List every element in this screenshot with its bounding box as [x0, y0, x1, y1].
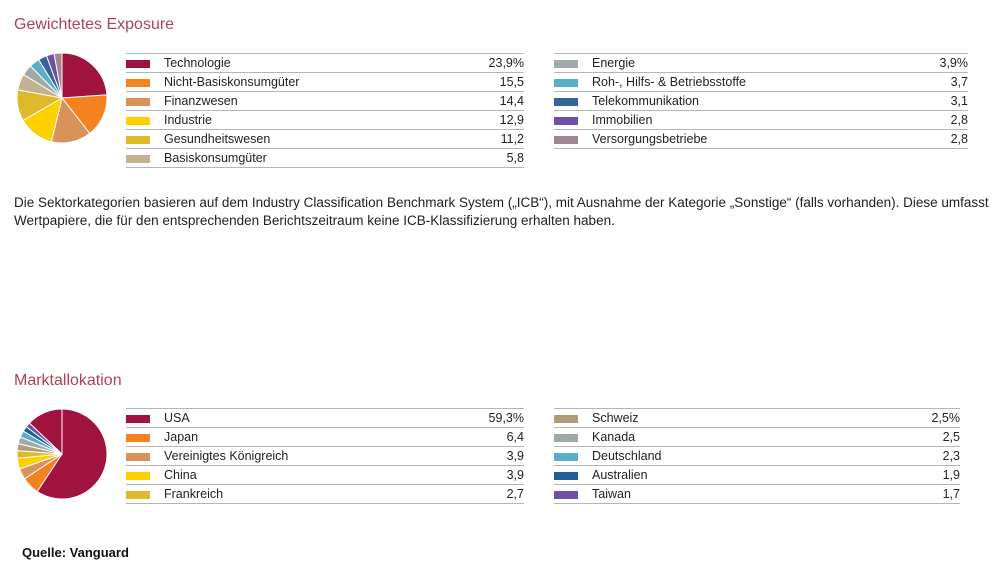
- icb-footnote: Die Sektorkategorien basieren auf dem In…: [14, 195, 989, 228]
- sector-legend-row: Nicht-Basiskonsumgüter 15,5: [126, 72, 524, 92]
- market-legend-label: Schweiz: [592, 411, 639, 425]
- market-legend-swatch: [554, 414, 578, 423]
- sector-legend-row: Finanzwesen 14,4: [126, 91, 524, 111]
- market-slice-rest: [28, 408, 63, 456]
- sector-legend-swatch: [554, 59, 578, 68]
- source-label: Quelle: Vanguard: [22, 545, 129, 560]
- sector-legend-value: 11,2: [500, 132, 524, 146]
- sector-legend-label: Roh-, Hilfs- & Betriebsstoffe: [592, 75, 746, 89]
- market-legend-row: Taiwan 1,7: [554, 484, 960, 504]
- sector-legend-swatch: [126, 116, 150, 125]
- market-legend-value: 6,4: [506, 430, 524, 444]
- market-legend-swatch: [126, 433, 150, 442]
- market-legend-swatch: [126, 414, 150, 423]
- sector-legend-swatch: [126, 135, 150, 144]
- sector-legend-row: Technologie 23,9%: [126, 53, 524, 73]
- sector-pie-chart: [16, 52, 108, 144]
- market-legend-label: Deutschland: [592, 449, 662, 463]
- sector-legend-value: 15,5: [499, 75, 524, 89]
- sector-legend-row: Roh-, Hilfs- & Betriebsstoffe 3,7: [554, 72, 968, 92]
- market-legend-label: USA: [164, 411, 190, 425]
- sector-legend-label: Technologie: [164, 56, 231, 70]
- market-legend-value: 2,7: [506, 487, 524, 501]
- sector-legend-label: Industrie: [164, 113, 212, 127]
- market-legend-row: Vereinigtes Königreich 3,9: [126, 446, 524, 466]
- sector-legend-row: Basiskonsumgüter 5,8: [126, 148, 524, 168]
- sector-legend-swatch: [554, 135, 578, 144]
- market-legend-right: Schweiz 2,5% Kanada 2,5 Deutschland 2,3 Austra…: [554, 408, 960, 504]
- market-legend-swatch: [126, 490, 150, 499]
- sector-legend-label: Finanzwesen: [164, 94, 238, 108]
- sector-chart-title: Gewichtetes Exposure: [14, 16, 175, 33]
- market-legend-label: Japan: [164, 430, 199, 444]
- market-legend-swatch: [554, 490, 578, 499]
- sector-slice-versorgungsbetriebe: [53, 52, 63, 99]
- market-legend-swatch: [554, 433, 578, 442]
- sector-legend-value: 12,9: [499, 113, 524, 127]
- sector-legend-value: 2,8: [950, 113, 968, 127]
- market-legend-value: 2,5%: [931, 411, 961, 425]
- market-legend-row: Australien 1,9: [554, 465, 960, 485]
- sector-legend-value: 2,8: [950, 132, 968, 146]
- market-legend-label: China: [164, 468, 197, 482]
- sector-legend-label: Energie: [592, 56, 636, 70]
- sector-legend-label: Versorgungsbetriebe: [592, 132, 708, 146]
- market-legend-value: 2,5: [942, 430, 960, 444]
- sector-legend-value: 5,8: [506, 151, 524, 165]
- market-chart-title: Marktallokation: [14, 372, 122, 389]
- sector-legend-row: Versorgungsbetriebe 2,8: [554, 129, 968, 149]
- market-legend-value: 2,3: [942, 449, 960, 463]
- market-legend-row: China 3,9: [126, 465, 524, 485]
- market-legend-label: Australien: [592, 468, 648, 482]
- sector-legend-swatch: [126, 78, 150, 87]
- sector-legend-label: Immobilien: [592, 113, 653, 127]
- market-legend-row: Frankreich 2,7: [126, 484, 524, 504]
- market-legend-row: Japan 6,4: [126, 427, 524, 447]
- sector-legend-left: Technologie 23,9% Nicht-Basiskonsumgüter 15…: [126, 53, 524, 168]
- sector-legend-swatch: [554, 78, 578, 87]
- sector-legend-right: Energie 3,9% Roh-, Hilfs- & Betriebsstoffe…: [554, 53, 968, 149]
- market-legend-row: USA 59,3%: [126, 408, 524, 428]
- sector-legend-label: Basiskonsumgüter: [164, 151, 267, 165]
- market-legend-swatch: [554, 452, 578, 461]
- market-legend-row: Deutschland 2,3: [554, 446, 960, 466]
- sector-legend-row: Energie 3,9%: [554, 53, 969, 73]
- market-legend-value: 1,7: [942, 487, 960, 501]
- market-legend-label: Kanada: [592, 430, 636, 444]
- sector-legend-row: Immobilien 2,8: [554, 110, 968, 130]
- market-legend-value: 3,9: [506, 449, 524, 463]
- market-legend-value: 59,3%: [488, 411, 524, 425]
- market-legend-label: Frankreich: [164, 487, 224, 501]
- sector-legend-label: Telekommunikation: [592, 94, 699, 108]
- sector-legend-value: 3,9%: [939, 56, 969, 70]
- market-legend-swatch: [126, 471, 150, 480]
- market-pie-chart: [16, 408, 108, 500]
- sector-legend-swatch: [126, 97, 150, 106]
- sector-legend-value: 3,7: [950, 75, 968, 89]
- sector-legend-swatch: [554, 116, 578, 125]
- sector-legend-value: 14,4: [499, 94, 524, 108]
- sector-legend-value: 3,1: [950, 94, 968, 108]
- market-legend-label: Vereinigtes Königreich: [164, 449, 289, 463]
- sector-legend-row: Gesundheitswesen 11,2: [126, 129, 524, 149]
- market-legend-row: Schweiz 2,5%: [554, 408, 961, 428]
- market-legend-label: Taiwan: [592, 487, 631, 501]
- sector-legend-label: Nicht-Basiskonsumgüter: [164, 75, 300, 89]
- market-legend-swatch: [554, 471, 578, 480]
- sector-legend-value: 23,9%: [488, 56, 524, 70]
- market-legend-row: Kanada 2,5: [554, 427, 960, 447]
- market-slice-usa: [36, 408, 108, 500]
- sector-slice-technologie: [61, 52, 108, 99]
- sector-legend-row: Industrie 12,9: [126, 110, 524, 130]
- market-legend-value: 1,9: [942, 468, 960, 482]
- sector-legend-swatch: [554, 97, 578, 106]
- sector-legend-row: Telekommunikation 3,1: [554, 91, 968, 111]
- market-legend-swatch: [126, 452, 150, 461]
- market-legend-left: USA 59,3% Japan 6,4 Vereinigtes Königreich 3,…: [126, 408, 524, 504]
- sector-legend-swatch: [126, 59, 150, 68]
- sector-legend-swatch: [126, 154, 150, 163]
- market-legend-value: 3,9: [506, 468, 524, 482]
- sector-legend-label: Gesundheitswesen: [164, 132, 271, 146]
